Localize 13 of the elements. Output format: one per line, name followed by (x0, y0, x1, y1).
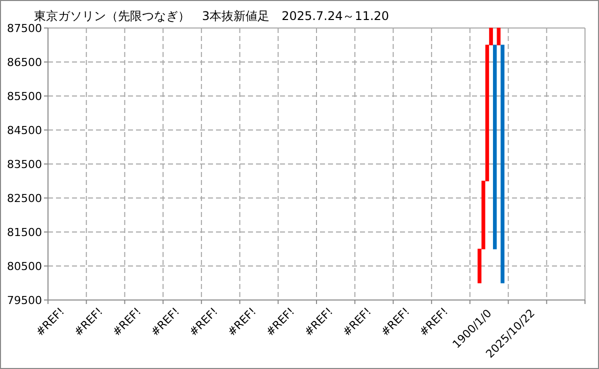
bar (492, 44, 497, 250)
bar (496, 28, 501, 46)
y-tick-label: 84500 (7, 124, 42, 137)
y-tick-label: 86500 (7, 56, 42, 69)
y-tick-label: 79500 (7, 294, 42, 307)
y-tick-label: 80500 (7, 260, 42, 273)
y-tick-label: 81500 (7, 226, 42, 239)
y-tick-label: 83500 (7, 158, 42, 171)
y-tick-label: 85500 (7, 90, 42, 103)
y-tick-label: 82500 (7, 192, 42, 205)
y-tick-label: 87500 (7, 22, 42, 35)
chart-title: 東京ガソリン（先限つなぎ） 3本抜新値足 2025.7.24～11.20 (34, 9, 390, 23)
bar (500, 44, 504, 284)
